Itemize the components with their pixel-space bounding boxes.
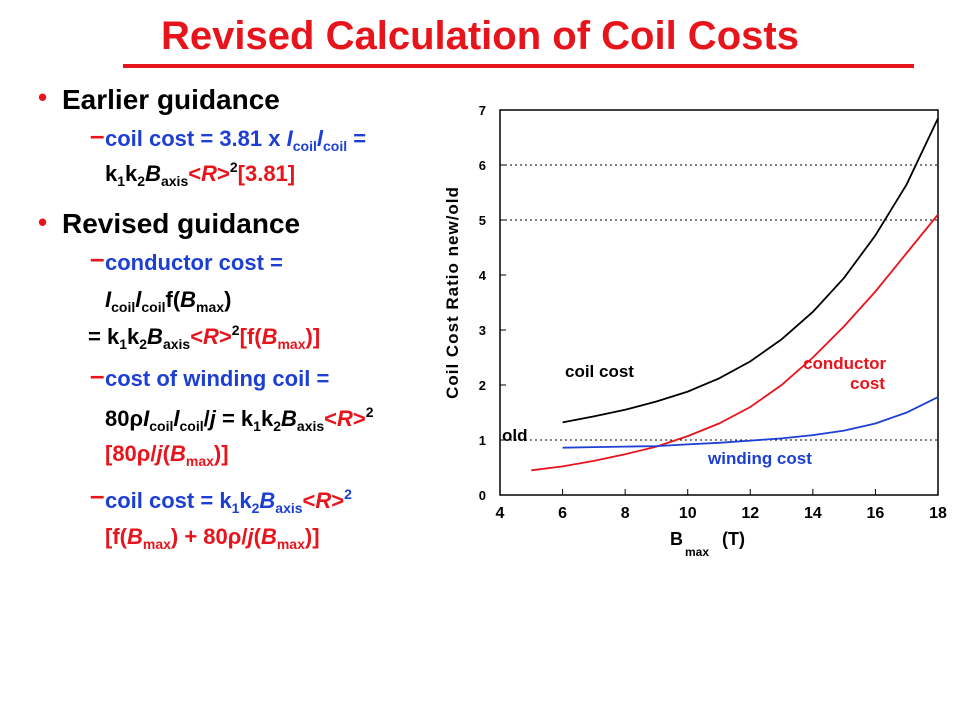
- y-tick-label: 7: [479, 103, 486, 118]
- y-tick-label: 3: [479, 323, 486, 338]
- x-tick-label: 8: [621, 505, 630, 522]
- y-tick-label: 1: [479, 433, 486, 448]
- earlier-line-1: coil cost = 3.81 x Icoillcoil =: [105, 126, 367, 154]
- annotation-label: coil cost: [565, 362, 634, 381]
- revised-heading: Revised guidance: [62, 208, 301, 239]
- x-tick-label: 4: [496, 505, 505, 522]
- dash-2: –: [90, 243, 105, 273]
- revised-line-1: conductor cost =: [105, 250, 283, 275]
- x-tick-label: 10: [679, 505, 697, 522]
- revised-line-5: 80ρIcoillcoil/j = k1k2Baxis<R>2: [105, 404, 374, 434]
- dash-4: –: [90, 480, 105, 510]
- y-tick-label: 6: [479, 158, 486, 173]
- annotation-label: cost: [850, 374, 885, 393]
- earlier-line-2: k1k2Baxis<R>2[3.81]: [105, 159, 296, 189]
- revised-line-7: coil cost = k1k2Baxis<R>2: [105, 486, 352, 516]
- revised-line-6: [80ρ/j(Bmax)]: [105, 441, 229, 469]
- x-axis-label-sub: max: [685, 545, 709, 559]
- revised-line-4: cost of winding coil =: [105, 366, 330, 391]
- y-tick-label: 4: [479, 268, 487, 283]
- x-axis-label-unit: (T): [722, 529, 745, 549]
- y-axis-label: Coil Cost Ratio new/old: [443, 186, 462, 399]
- y-tick-label: 0: [479, 488, 486, 503]
- revised-line-2: Icoillcoilf(Bmax): [105, 287, 232, 315]
- slide-title: Revised Calculation of Coil Costs: [161, 14, 799, 58]
- revised-line-8: [f(Bmax) + 80ρ/j(Bmax)]: [105, 524, 320, 552]
- dash-1: –: [90, 120, 105, 150]
- series-line-2: [562, 396, 939, 449]
- annotation-label: winding cost: [707, 449, 812, 468]
- x-tick-label: 14: [804, 505, 822, 522]
- series-line-1: [531, 213, 939, 472]
- revised-line-3: = k1k2Baxis<R>2[f(Bmax)]: [88, 322, 321, 352]
- x-axis-label: B: [670, 529, 683, 549]
- y-tick-label: 2: [479, 378, 486, 393]
- x-tick-label: 16: [867, 505, 885, 522]
- x-tick-label: 6: [558, 505, 567, 522]
- x-tick-label: 18: [929, 505, 947, 522]
- earlier-heading: Earlier guidance: [62, 84, 280, 115]
- title-underline: [123, 64, 914, 68]
- series-line-0: [562, 117, 939, 424]
- x-tick-label: 12: [741, 505, 759, 522]
- bullet-1: •: [38, 82, 48, 112]
- dash-3: –: [90, 360, 105, 390]
- annotation-label: old: [502, 426, 528, 445]
- bullet-2: •: [38, 207, 48, 237]
- annotation-label: conductor: [803, 354, 886, 373]
- plot-frame: [499, 109, 939, 496]
- y-tick-label: 5: [479, 213, 486, 228]
